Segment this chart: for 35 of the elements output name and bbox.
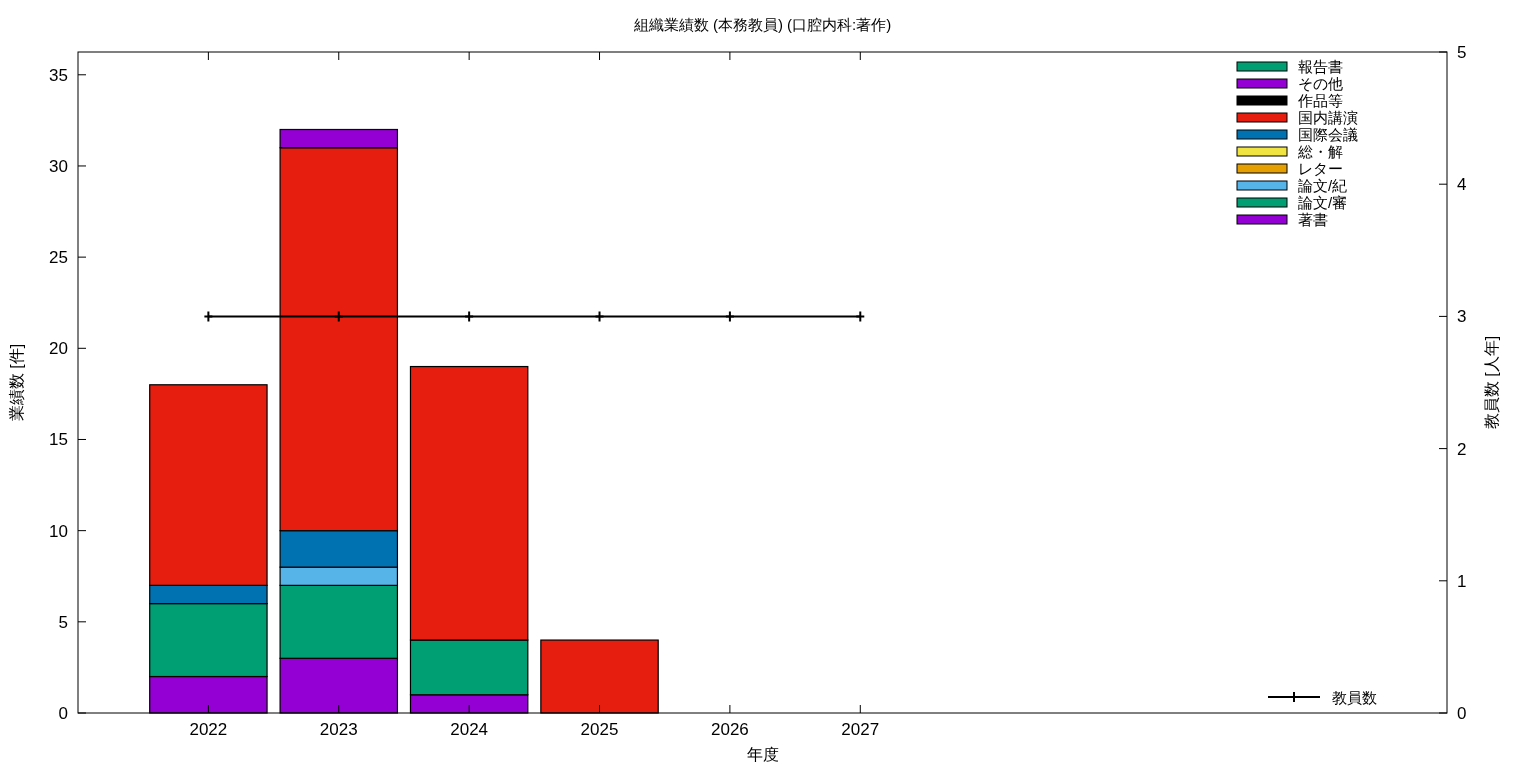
- y2-tick-label: 4: [1457, 175, 1467, 195]
- y-tick-label: 5: [58, 612, 68, 632]
- y-axis-title: 業績数 [件]: [8, 343, 25, 422]
- y2-tick-label: 2: [1457, 439, 1467, 459]
- chart-title: 組織業績数 (本務教員) (口腔内科:著作): [632, 16, 892, 33]
- legend-label: 論文/紀: [1298, 177, 1348, 194]
- y-tick-label: 20: [49, 339, 68, 359]
- x-tick-label: 2027: [841, 720, 880, 739]
- x-tick-label: 2022: [189, 720, 228, 739]
- legend-label: 国内講演: [1298, 109, 1358, 126]
- y-tick-label: 25: [49, 248, 68, 268]
- y2-tick-label: 0: [1457, 704, 1467, 723]
- legend-label: 論文/審: [1298, 194, 1348, 211]
- legend-label: 総・解: [1297, 143, 1343, 160]
- legend-label: その他: [1298, 75, 1343, 92]
- legend-label: 国際会議: [1298, 126, 1358, 143]
- x-axis-title: 年度: [746, 746, 779, 763]
- x-tick-label: 2023: [319, 720, 358, 739]
- y2-tick-label: 1: [1457, 571, 1467, 591]
- y2-tick-label: 3: [1457, 307, 1467, 327]
- y-tick-label: 35: [49, 65, 68, 85]
- y-tick-label: 0: [58, 704, 68, 723]
- y-tick-label: 30: [49, 156, 68, 176]
- legend-label: 報告書: [1298, 58, 1343, 75]
- x-tick-label: 2026: [710, 720, 749, 739]
- legend-label: レター: [1298, 160, 1343, 177]
- legend-label: 作品等: [1297, 92, 1343, 109]
- x-tick-label: 2024: [450, 720, 489, 739]
- y-tick-label: 10: [49, 521, 68, 541]
- legend-label: 教員数: [1332, 689, 1377, 706]
- legend-label: 著書: [1298, 211, 1328, 228]
- y2-tick-label: 5: [1457, 43, 1467, 62]
- y2-axis-title: 教員数 [人年]: [1483, 335, 1500, 430]
- y-tick-label: 15: [49, 430, 68, 450]
- x-tick-label: 2025: [580, 720, 619, 739]
